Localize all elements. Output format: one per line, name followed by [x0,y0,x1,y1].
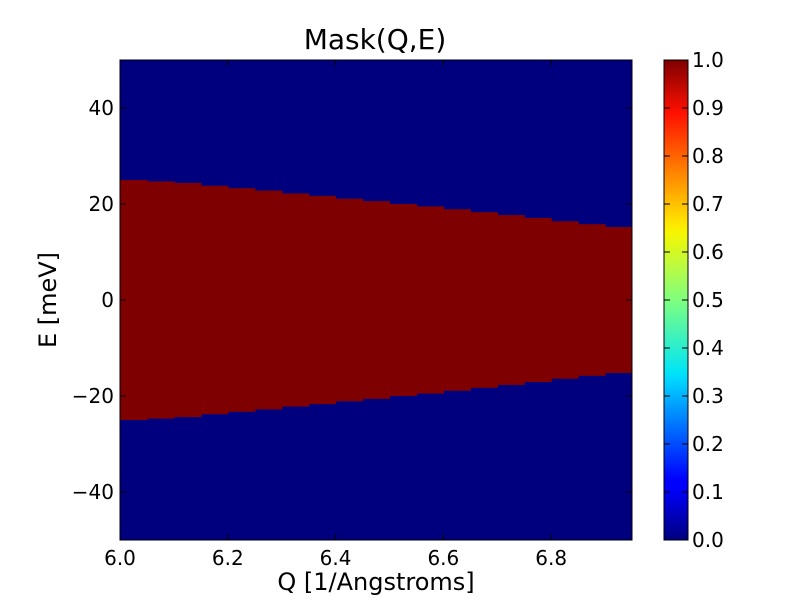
y-tick-label: 40 [89,96,114,120]
mask-cell [551,221,579,379]
x-tick-label: 6.2 [212,546,244,570]
y-tick-label: 20 [89,192,114,216]
mask-cell [173,182,202,418]
mask-cell [497,215,525,385]
mask-cell [443,209,471,391]
mask-cell [308,195,337,405]
y-axis-label: E [meV] [34,252,62,348]
colorbar-tick-label: 0.1 [692,480,724,504]
colorbar-tick-label: 0.5 [692,288,724,312]
mask-cell [524,217,552,383]
x-axis-ticks: 6.0 6.2 6.4 6.6 6.8 [104,60,567,570]
x-tick-label: 6.6 [427,546,459,570]
colorbar-tick-label: 1.0 [692,48,724,72]
chart-title: Mask(Q,E) [304,23,447,56]
colorbar-ticks: 0.0 0.1 0.2 0.3 0.4 0.5 0.6 0.7 0.8 0.9 1.0 [664,48,724,552]
y-tick-label: 0 [101,288,114,312]
mask-cell [389,204,418,396]
mask-cell [362,201,391,399]
x-tick-label: 6.0 [104,546,136,570]
mask-cell [470,212,498,388]
mask-cell [254,190,283,410]
colorbar-tick-label: 0.2 [692,432,724,456]
colorbar-tick-label: 0.3 [692,384,724,408]
mask-cells [120,180,632,420]
mask-cell [416,206,444,394]
mask-cell [146,181,175,419]
x-tick-label: 6.8 [535,546,567,570]
y-tick-label: −40 [72,480,114,504]
x-tick-label: 6.4 [320,546,352,570]
mask-cell [281,193,310,407]
colorbar-tick-label: 0.0 [692,528,724,552]
y-tick-label: −20 [72,384,114,408]
mask-cell [200,185,229,415]
colorbar-tick-label: 0.4 [692,336,724,360]
mask-cell [335,198,364,402]
colorbar-tick-label: 0.8 [692,144,724,168]
y-axis-ticks: 40 20 0 −20 −40 [72,96,632,504]
x-axis-label: Q [1/Angstroms] [277,568,474,596]
colorbar-tick-label: 0.6 [692,240,724,264]
colorbar-tick-label: 0.9 [692,96,724,120]
mask-cell [227,188,256,412]
colorbar-tick-label: 0.7 [692,192,724,216]
mask-cell [578,224,606,376]
